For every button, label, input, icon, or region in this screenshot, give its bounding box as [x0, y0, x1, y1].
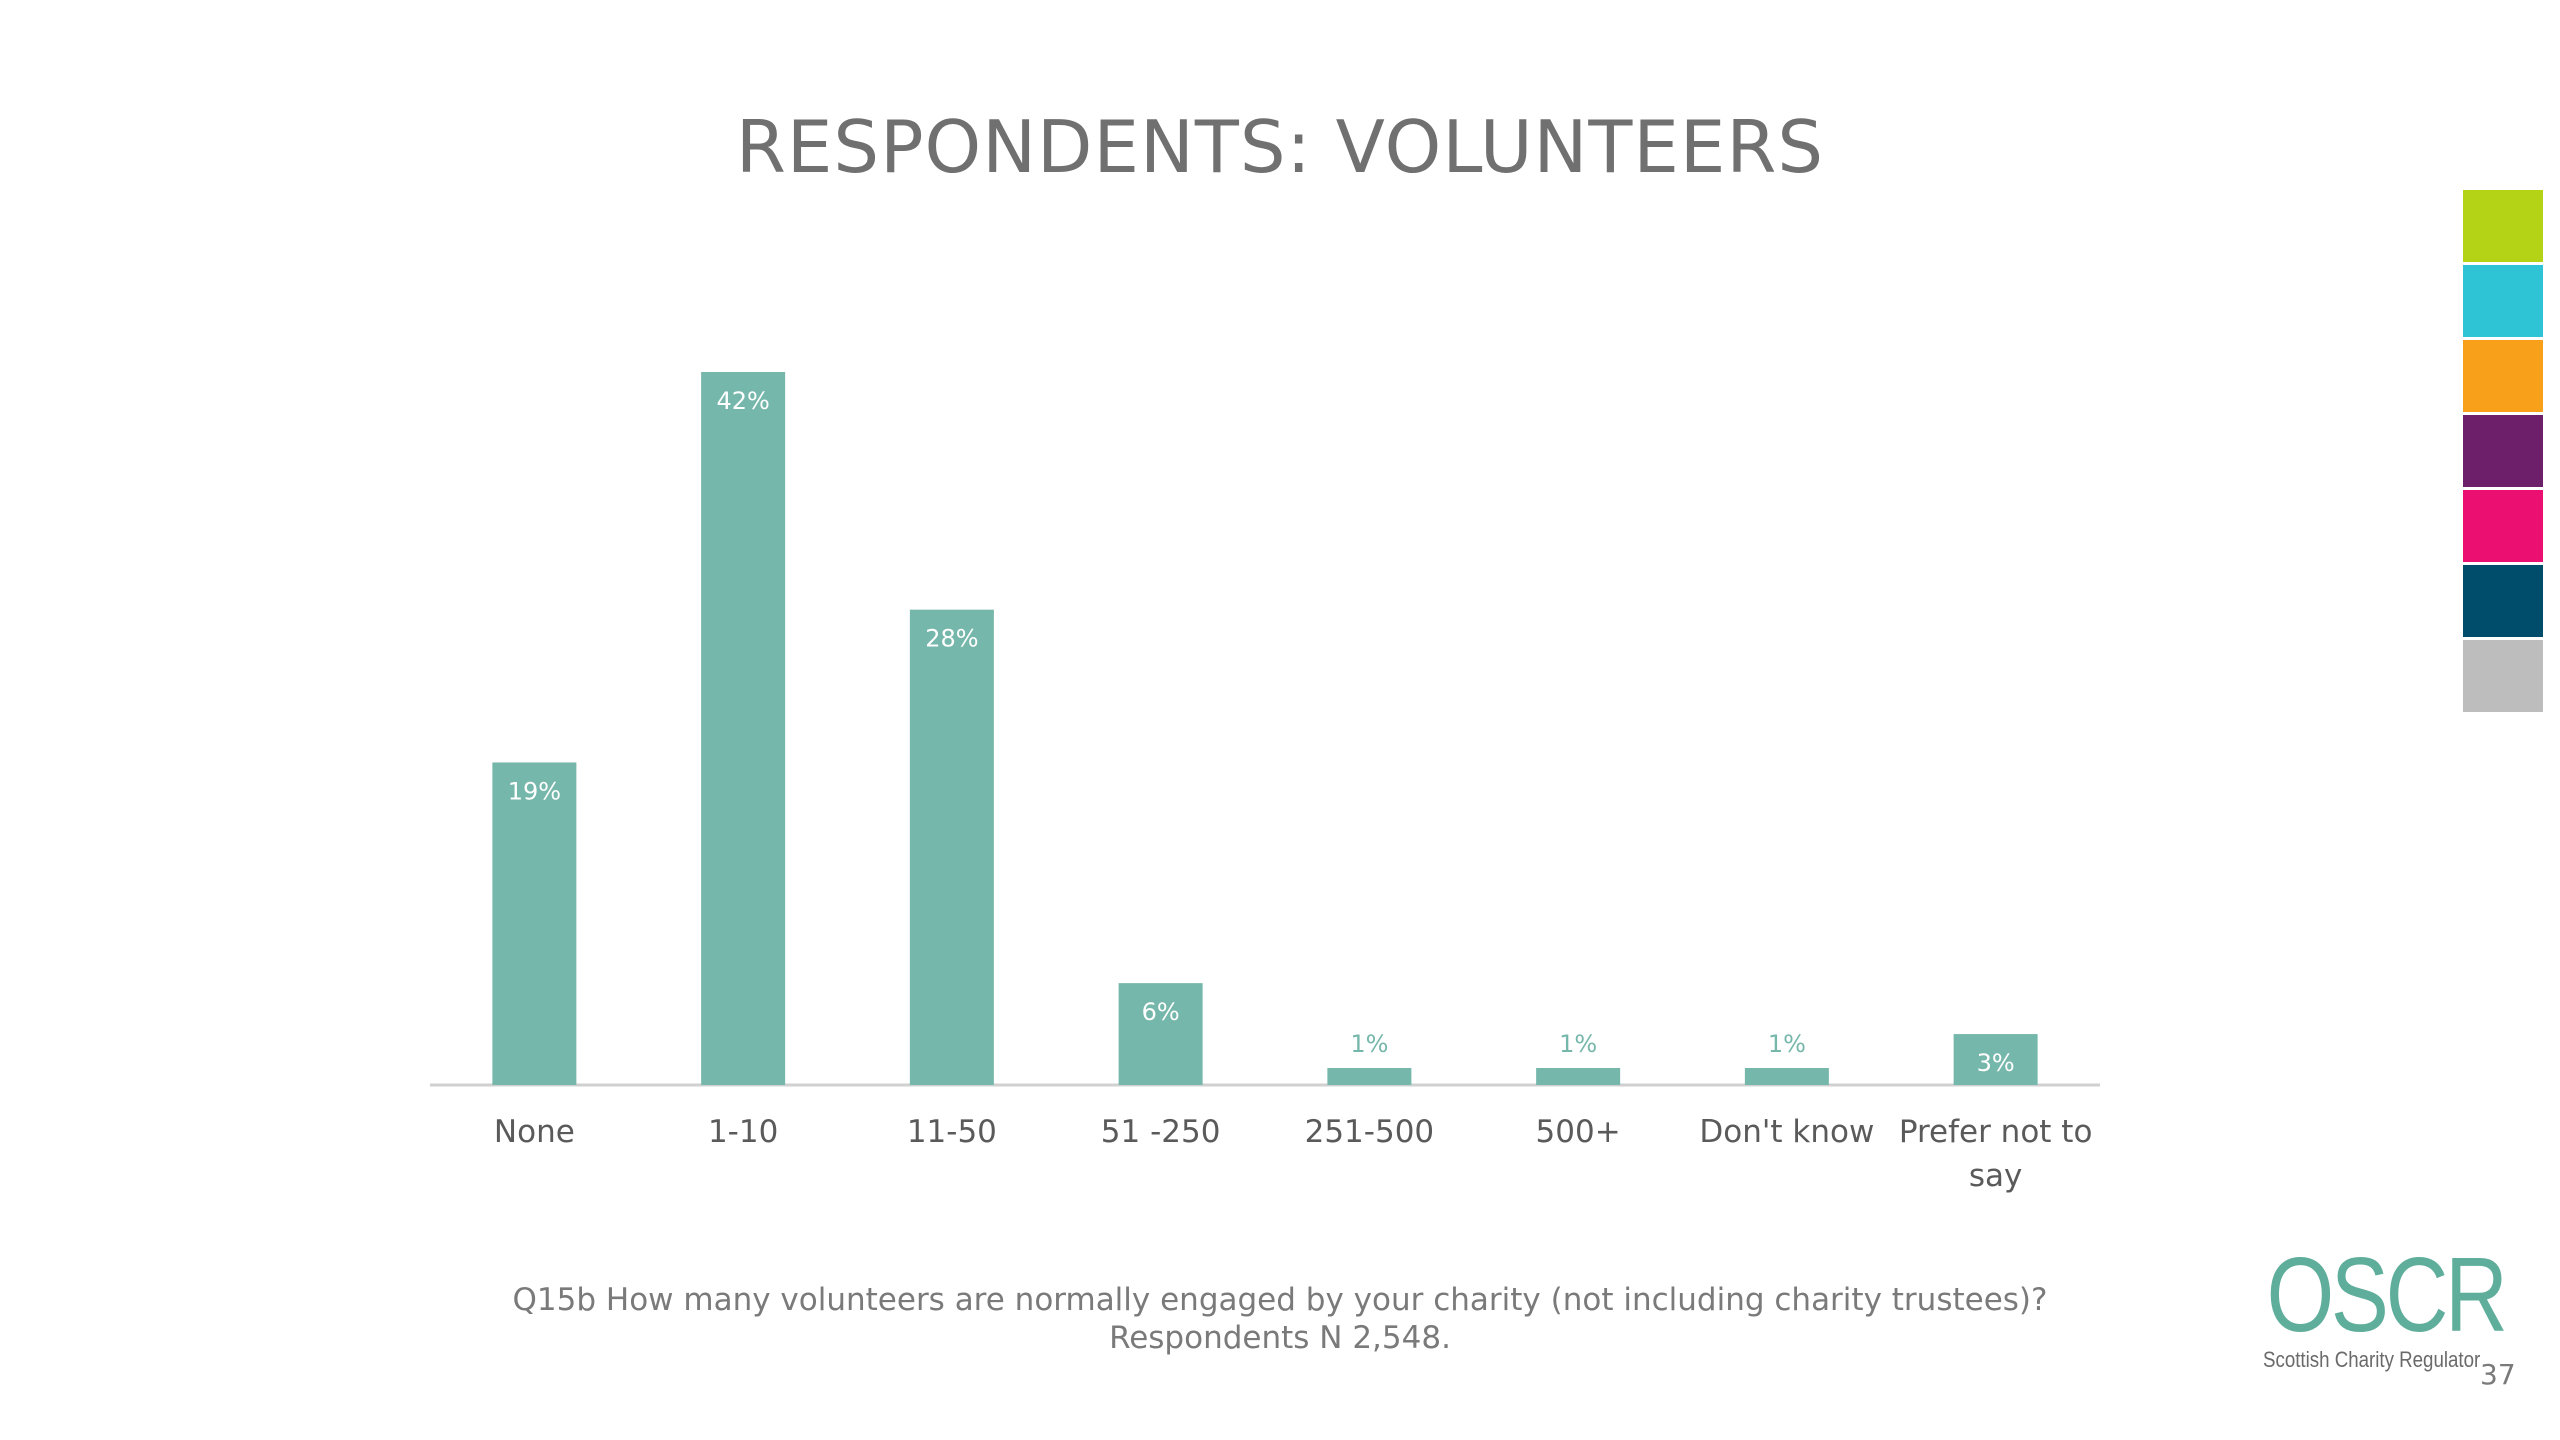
bar — [1118, 983, 1203, 1085]
category-label: 500+ — [1536, 1114, 1621, 1150]
respondents-count: Respondents N 2,548. — [1109, 1320, 1451, 1356]
page-number: 37 — [2480, 1358, 2516, 1391]
slide-title: RESPONDENTS: VOLUNTEERS — [735, 105, 1825, 189]
color-swatch — [2463, 265, 2543, 337]
color-swatch — [2463, 490, 2543, 562]
bar — [701, 372, 786, 1085]
bar — [1953, 1034, 2038, 1085]
color-swatch — [2463, 415, 2543, 487]
category-label: Prefer not to — [1899, 1114, 2093, 1150]
data-label: 42% — [716, 387, 769, 415]
bar — [492, 762, 577, 1085]
color-swatch-strip — [2463, 190, 2543, 715]
category-label: 51 -250 — [1101, 1114, 1221, 1150]
color-swatch — [2463, 190, 2543, 262]
category-label: 11-50 — [907, 1114, 997, 1150]
bar — [1327, 1068, 1412, 1085]
logo-wordmark: OSCR — [2266, 1236, 2508, 1354]
data-label: 6% — [1142, 998, 1180, 1026]
bar — [1744, 1068, 1829, 1085]
bar — [1536, 1068, 1621, 1085]
data-label: 1% — [1559, 1030, 1597, 1058]
bar — [909, 609, 994, 1085]
category-label: Don't know — [1699, 1114, 1874, 1150]
data-label: 1% — [1350, 1030, 1388, 1058]
logo-tagline: Scottish Charity Regulator — [2263, 1347, 2481, 1372]
oscr-logo: OSCR Scottish Charity Regulator — [2245, 1236, 2508, 1373]
question-text: Q15b How many volunteers are normally en… — [512, 1282, 2048, 1318]
color-swatch — [2463, 565, 2543, 637]
category-label: say — [1969, 1158, 2023, 1194]
data-label: 19% — [508, 777, 561, 805]
category-label: 1-10 — [708, 1114, 778, 1150]
category-label: 251-500 — [1305, 1114, 1435, 1150]
color-swatch — [2463, 340, 2543, 412]
category-label: None — [494, 1114, 575, 1150]
color-swatch — [2463, 640, 2543, 712]
data-label: 3% — [1977, 1049, 2015, 1077]
data-label: 1% — [1768, 1030, 1806, 1058]
data-label: 28% — [925, 625, 978, 653]
